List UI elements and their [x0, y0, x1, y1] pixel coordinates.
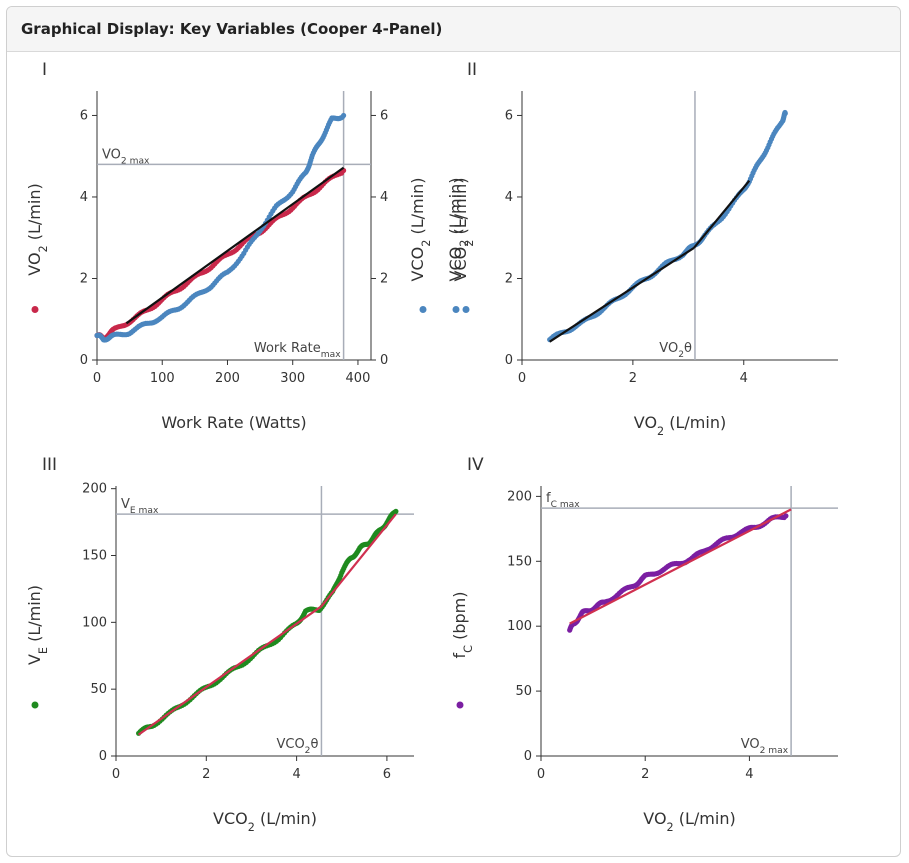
x-tick-label: 2 — [202, 767, 210, 782]
panel-label-I: I — [42, 60, 47, 80]
y-legend-dot — [31, 701, 39, 709]
x-tick-label: 100 — [150, 371, 175, 386]
fit-line — [693, 180, 751, 249]
y-tick-label: 4 — [80, 190, 88, 205]
x-tick-label: 2 — [629, 371, 637, 386]
y-legend-dot — [419, 306, 427, 313]
y-tick-label: 6 — [80, 108, 88, 123]
x-axis-label: VO2 (L/min) — [643, 809, 735, 834]
x-tick-label: 0 — [93, 371, 101, 386]
y-tick-label: 50 — [90, 682, 107, 697]
panel-label-II: II — [467, 60, 477, 80]
fit-line — [569, 508, 792, 625]
fit-line — [125, 166, 345, 325]
y-right-tick-label: 4 — [380, 190, 388, 205]
x-axis-label: Work Rate (Watts) — [161, 413, 306, 432]
chart-card: Graphical Display: Key Variables (Cooper… — [6, 6, 901, 857]
y-tick-label: 200 — [82, 482, 107, 497]
ref-label-threshold: Work Ratemax — [254, 341, 341, 360]
x-tick-label: 0 — [518, 371, 526, 386]
y-legend-dot — [31, 306, 39, 313]
x-axis-label: VCO2 (L/min) — [213, 809, 317, 834]
data-point — [782, 110, 788, 116]
data-point — [341, 112, 347, 119]
x-tick-label: 0 — [112, 767, 120, 782]
y-tick-label: 2 — [80, 271, 88, 286]
x-tick-label: 4 — [745, 767, 753, 782]
y-tick-label: 100 — [82, 615, 107, 630]
x-tick-label: 4 — [292, 767, 300, 782]
x-tick-label: 0 — [537, 767, 545, 782]
fit-line — [320, 513, 397, 607]
fit-line — [137, 605, 323, 736]
y-tick-label: 4 — [505, 190, 513, 205]
y-tick-label: 0 — [99, 749, 107, 764]
ref-label-max: VO2 max — [102, 147, 150, 166]
card-title: Graphical Display: Key Variables (Cooper… — [7, 7, 900, 52]
x-tick-label: 2 — [641, 767, 649, 782]
y-tick-label: 0 — [505, 353, 513, 368]
y-right-tick-label: 0 — [380, 353, 388, 368]
x-tick-label: 300 — [280, 371, 305, 386]
x-tick-label: 4 — [740, 371, 748, 386]
y-tick-label: 200 — [507, 489, 532, 504]
y-tick-label: 150 — [82, 549, 107, 564]
data-point — [783, 513, 789, 519]
y-tick-label: 150 — [507, 554, 532, 569]
ref-label-threshold: VO2θ — [659, 341, 692, 360]
y-legend-dot — [456, 701, 464, 709]
data-point — [393, 508, 399, 514]
ref-label-threshold: VCO2θ — [276, 737, 318, 756]
ref-label-max: VE max — [121, 497, 159, 516]
y-tick-label: 2 — [505, 271, 513, 286]
y-tick-label: 0 — [524, 749, 532, 764]
fit-line — [549, 246, 695, 343]
y-tick-label: 0 — [80, 353, 88, 368]
panel-label-IV: IV — [467, 455, 484, 475]
ref-label-threshold: VO2 max — [741, 737, 789, 756]
y-axis-label-left: VO2 (L/min) — [25, 183, 50, 275]
y-tick-label: 50 — [515, 684, 532, 699]
panel-II: 0 2 4 0 2 4 6 VO2 (L/min) VCO2 (L/min) VO2θ — [451, 91, 838, 438]
y-axis-label-right: VCO2 (L/min) — [408, 178, 433, 282]
panel-IV: 0 2 4 0 50 100 150 200 VO2 (L/min) fC (bpm) fC max… — [450, 486, 838, 834]
x-tick-label: 6 — [383, 767, 391, 782]
y-legend-dot — [462, 306, 470, 313]
y-right-tick-label: 6 — [380, 108, 388, 123]
panel-label-III: III — [42, 455, 57, 475]
y-axis-label-left: fC (bpm) — [450, 592, 475, 659]
x-axis-label: VO2 (L/min) — [634, 413, 726, 438]
y-right-tick-label: 2 — [380, 271, 388, 286]
ref-label-max: fC max — [546, 491, 580, 510]
x-tick-label: 200 — [215, 371, 240, 386]
y-legend-dot — [452, 306, 460, 313]
panel-III: 0 2 4 6 0 50 100 150 200 VCO2 (L/min) VE (L/min) VE… — [25, 482, 414, 834]
y-axis-label-right: VCO2 (L/min) — [451, 178, 476, 282]
y-tick-label: 100 — [507, 619, 532, 634]
y-axis-label-right-2: VCO2 (L/min) — [446, 178, 471, 282]
x-tick-label: 400 — [346, 371, 371, 386]
y-tick-label: 6 — [505, 108, 513, 123]
y-axis-label-left: VE (L/min) — [25, 585, 50, 665]
